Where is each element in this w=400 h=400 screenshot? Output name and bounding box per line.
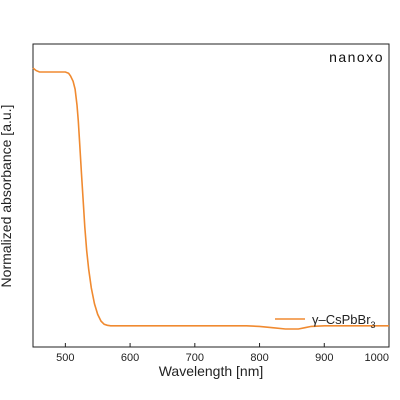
x-tick-label: 800 <box>250 352 268 364</box>
legend-label-main: γ–CsPbBr <box>312 312 371 327</box>
x-axis-ticks: 500 600 700 800 900 1000 <box>56 343 390 364</box>
x-tick-label: 700 <box>186 352 204 364</box>
series-line <box>32 67 389 330</box>
legend-label: γ–CsPbBr3 <box>312 312 376 330</box>
x-tick-label: 1000 <box>365 352 389 364</box>
x-axis-title: Wavelength [nm] <box>159 363 264 379</box>
x-tick-label: 500 <box>56 352 74 364</box>
y-axis-title: Normalized absorbance [a.u.] <box>0 105 14 288</box>
legend: γ–CsPbBr3 <box>275 312 376 330</box>
x-tick-label: 900 <box>315 352 333 364</box>
x-tick-label: 600 <box>121 352 139 364</box>
brand-logo: nanoxo <box>329 49 384 65</box>
legend-label-subscript: 3 <box>371 320 376 330</box>
plot-frame <box>32 43 390 348</box>
